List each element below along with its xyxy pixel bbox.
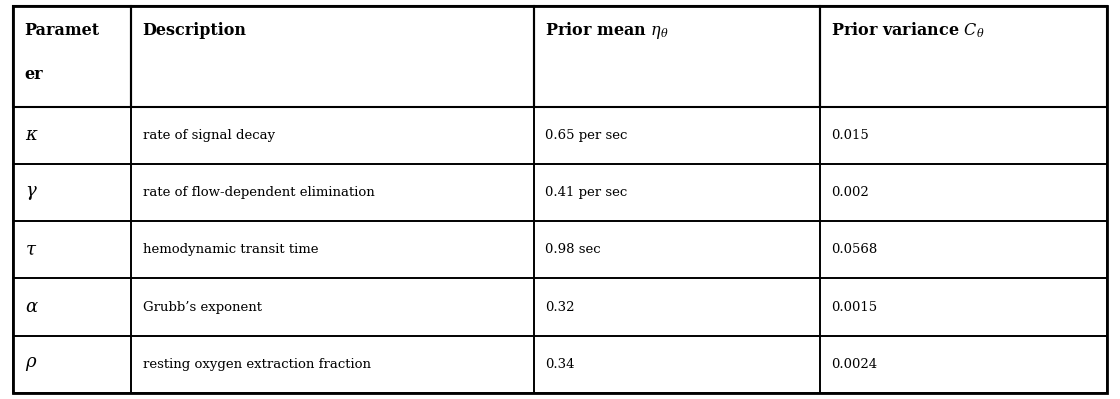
Bar <box>534 107 820 164</box>
Text: $\alpha$: $\alpha$ <box>25 298 38 316</box>
Text: $\gamma$: $\gamma$ <box>25 184 37 201</box>
Bar <box>13 107 131 164</box>
Text: 0.0015: 0.0015 <box>831 300 877 314</box>
Text: Prior mean $\eta_\theta$: Prior mean $\eta_\theta$ <box>545 20 669 41</box>
Text: 0.015: 0.015 <box>831 129 869 142</box>
Text: 0.41 per sec: 0.41 per sec <box>545 186 627 199</box>
Text: $\kappa$: $\kappa$ <box>25 126 38 144</box>
Bar <box>820 279 1107 336</box>
Bar <box>131 164 534 221</box>
Bar <box>534 164 820 221</box>
Bar <box>13 279 131 336</box>
Bar <box>131 107 534 164</box>
Bar <box>131 221 534 279</box>
Text: 0.32: 0.32 <box>545 300 575 314</box>
Text: $\tau$: $\tau$ <box>25 241 37 259</box>
Text: Paramet: Paramet <box>25 22 100 39</box>
Text: 0.0568: 0.0568 <box>831 243 878 256</box>
Bar <box>820 221 1107 279</box>
Bar <box>820 6 1107 107</box>
Text: Description: Description <box>142 22 246 39</box>
Text: 0.98 sec: 0.98 sec <box>545 243 600 256</box>
Text: resting oxygen extraction fraction: resting oxygen extraction fraction <box>142 358 371 371</box>
Text: Grubb’s exponent: Grubb’s exponent <box>142 300 262 314</box>
Text: 0.34: 0.34 <box>545 358 575 371</box>
Text: Prior variance $C_\theta$: Prior variance $C_\theta$ <box>831 20 984 40</box>
Bar <box>13 221 131 279</box>
Bar <box>820 107 1107 164</box>
Bar <box>13 336 131 393</box>
Bar <box>13 164 131 221</box>
Text: 0.002: 0.002 <box>831 186 869 199</box>
Text: rate of flow-dependent elimination: rate of flow-dependent elimination <box>142 186 374 199</box>
Bar <box>534 6 820 107</box>
Bar <box>534 336 820 393</box>
Bar <box>820 164 1107 221</box>
Text: 0.0024: 0.0024 <box>831 358 877 371</box>
Text: er: er <box>25 66 44 83</box>
Text: $\rho$: $\rho$ <box>25 356 37 373</box>
Bar <box>131 336 534 393</box>
Text: rate of signal decay: rate of signal decay <box>142 129 274 142</box>
Bar <box>13 6 131 107</box>
Bar <box>131 279 534 336</box>
Text: 0.65 per sec: 0.65 per sec <box>545 129 627 142</box>
Bar <box>534 221 820 279</box>
Text: hemodynamic transit time: hemodynamic transit time <box>142 243 318 256</box>
Bar <box>820 336 1107 393</box>
Bar <box>131 6 534 107</box>
Bar <box>534 279 820 336</box>
